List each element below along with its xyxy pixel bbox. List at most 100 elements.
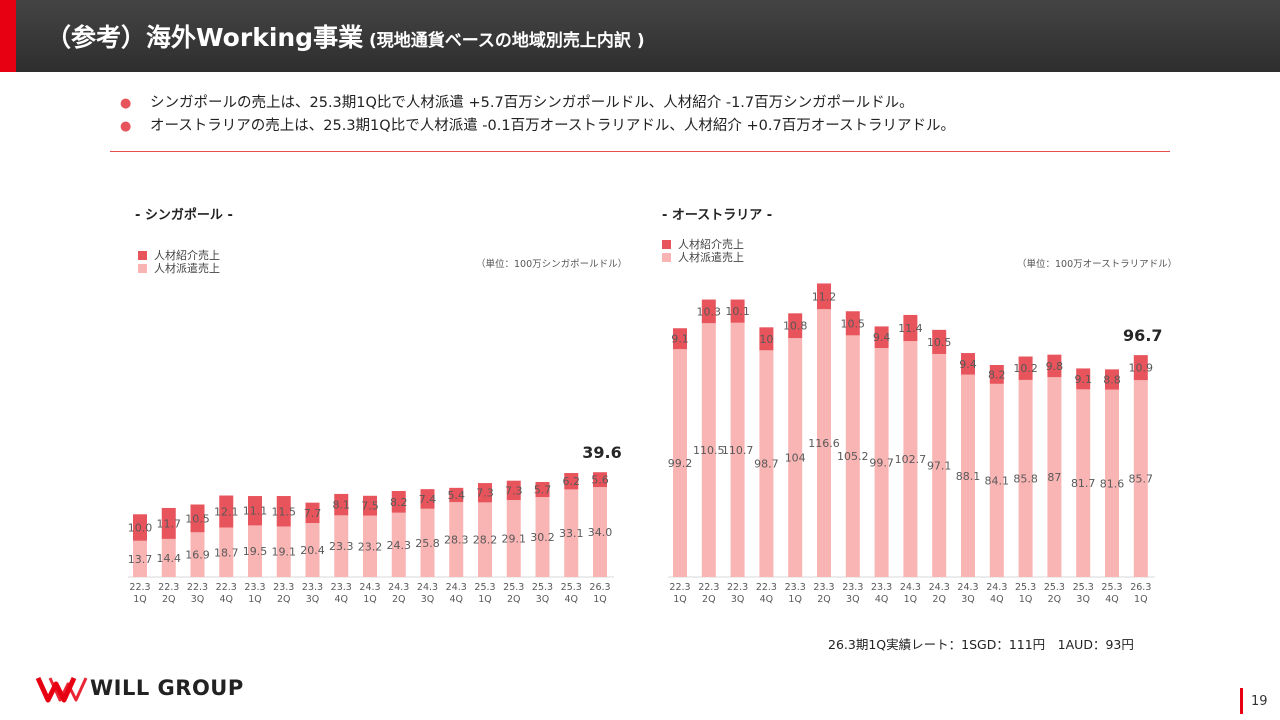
data-label-referral: 7.5 xyxy=(361,500,379,513)
x-tick-label: 22.3 xyxy=(669,582,690,593)
data-label-referral: 10.5 xyxy=(927,336,952,349)
bar-dispatch xyxy=(190,532,205,577)
data-label-dispatch: 29.1 xyxy=(502,533,527,546)
data-label-referral: 9.4 xyxy=(873,331,891,344)
data-label-referral: 10.5 xyxy=(841,317,866,330)
x-tick-label: 2Q xyxy=(817,594,831,605)
data-label-referral: 11.4 xyxy=(898,322,923,335)
x-tick-label: 23.3 xyxy=(842,582,863,593)
x-tick-label: 4Q xyxy=(760,594,774,605)
bar-referral xyxy=(1047,354,1062,378)
bar-dispatch xyxy=(535,497,550,577)
legend-swatch-dispatch xyxy=(662,253,671,262)
bar-dispatch xyxy=(673,349,687,577)
data-label-referral: 12.1 xyxy=(214,506,239,519)
bar-referral xyxy=(190,504,205,533)
bar-referral xyxy=(1018,356,1033,380)
x-tick-label: 4Q xyxy=(1105,594,1119,605)
australia-legend: 人材紹介売上 人材派遣売上 xyxy=(662,238,744,264)
data-label-referral: 10.5 xyxy=(185,512,210,525)
legend-label: 人材派遣売上 xyxy=(678,251,744,264)
data-label-dispatch: 104 xyxy=(785,452,806,465)
x-tick-label: 3Q xyxy=(421,594,435,605)
x-tick-label: 4Q xyxy=(334,594,348,605)
data-label-referral: 10.1 xyxy=(725,305,750,318)
x-tick-label: 22.3 xyxy=(129,582,150,593)
bullet-text: シンガポールの売上は、25.3期1Q比で人材派遣 +5.7百万シンガポールドル、… xyxy=(150,95,914,111)
data-label-referral: 10 xyxy=(759,333,773,346)
x-tick-label: 1Q xyxy=(593,594,607,605)
bar-dispatch xyxy=(817,309,831,577)
x-tick-label: 25.3 xyxy=(561,582,582,593)
data-label-dispatch: 99.7 xyxy=(869,457,894,470)
bar-dispatch xyxy=(845,335,860,577)
x-tick-label: 22.3 xyxy=(698,582,719,593)
x-tick-label: 3Q xyxy=(961,594,975,605)
bar-dispatch xyxy=(506,500,521,577)
bar-dispatch xyxy=(363,515,377,577)
x-tick-label: 24.3 xyxy=(417,582,438,593)
legend-item-referral: 人材紹介売上 xyxy=(138,249,220,262)
bar-referral xyxy=(593,472,607,488)
legend-label: 人材紹介売上 xyxy=(154,249,220,262)
x-tick-label: 1Q xyxy=(788,594,802,605)
total-label: 96.7 xyxy=(1123,326,1162,345)
bar-referral xyxy=(874,326,889,349)
x-tick-label: 24.3 xyxy=(900,582,921,593)
x-tick-label: 2Q xyxy=(702,594,716,605)
data-label-referral: 11.7 xyxy=(157,517,182,530)
bar-referral xyxy=(248,496,262,526)
legend-swatch-dispatch xyxy=(138,264,147,273)
bar-dispatch xyxy=(133,540,147,577)
x-tick-label: 1Q xyxy=(248,594,262,605)
x-tick-label: 25.3 xyxy=(1015,582,1036,593)
x-tick-label: 2Q xyxy=(1048,594,1062,605)
x-tick-label: 24.3 xyxy=(388,582,409,593)
bar-dispatch xyxy=(449,502,464,577)
data-label-dispatch: 110.5 xyxy=(693,444,725,457)
data-label-dispatch: 30.2 xyxy=(530,531,555,544)
data-label-referral: 5.7 xyxy=(534,484,552,497)
bar-referral xyxy=(391,491,406,513)
bar-dispatch xyxy=(1105,389,1119,577)
bar-dispatch xyxy=(874,348,889,577)
bar-dispatch xyxy=(276,526,291,577)
bar-referral xyxy=(701,299,716,324)
bar-referral xyxy=(989,364,1004,384)
data-label-dispatch: 105.2 xyxy=(837,450,869,463)
page-number: 19 xyxy=(1251,694,1268,709)
x-tick-label: 2Q xyxy=(507,594,521,605)
data-label-dispatch: 19.1 xyxy=(272,546,297,559)
page-number-bar xyxy=(1240,688,1243,714)
bar-dispatch xyxy=(932,353,947,577)
data-label-dispatch: 97.1 xyxy=(927,459,952,472)
x-tick-label: 2Q xyxy=(932,594,946,605)
x-tick-label: 3Q xyxy=(731,594,745,605)
bar-dispatch xyxy=(305,523,320,577)
bar-referral xyxy=(133,514,147,541)
data-label-dispatch: 81.7 xyxy=(1071,477,1096,490)
bar-referral xyxy=(730,299,745,323)
x-tick-label: 25.3 xyxy=(1044,582,1065,593)
x-tick-label: 23.3 xyxy=(331,582,352,593)
bar-referral xyxy=(759,327,774,351)
x-tick-label: 25.3 xyxy=(1073,582,1094,593)
data-label-dispatch: 23.2 xyxy=(358,540,383,553)
x-tick-label: 25.3 xyxy=(532,582,553,593)
exchange-rate-note: 26.3期1Q実績レート：1SGD：111円 1AUD：93円 xyxy=(828,637,1134,652)
data-label-dispatch: 84.1 xyxy=(985,474,1010,487)
x-tick-label: 1Q xyxy=(363,594,377,605)
data-label-dispatch: 87 xyxy=(1047,471,1061,484)
x-tick-label: 4Q xyxy=(875,594,889,605)
legend-item-dispatch: 人材派遣売上 xyxy=(662,251,744,264)
x-tick-label: 22.3 xyxy=(187,582,208,593)
data-label-dispatch: 14.4 xyxy=(157,552,182,565)
data-label-dispatch: 28.2 xyxy=(473,534,498,547)
data-label-dispatch: 13.7 xyxy=(128,553,153,566)
data-label-dispatch: 19.5 xyxy=(243,545,268,558)
header-accent xyxy=(0,0,16,72)
australia-chart-title: - オーストラリア - xyxy=(662,208,773,223)
legend-swatch-referral xyxy=(662,240,671,249)
header-bar: （参考）海外Working事業 (現地通貨ベースの地域別売上内訳 ) xyxy=(0,0,1280,72)
bar-referral xyxy=(1133,355,1148,381)
